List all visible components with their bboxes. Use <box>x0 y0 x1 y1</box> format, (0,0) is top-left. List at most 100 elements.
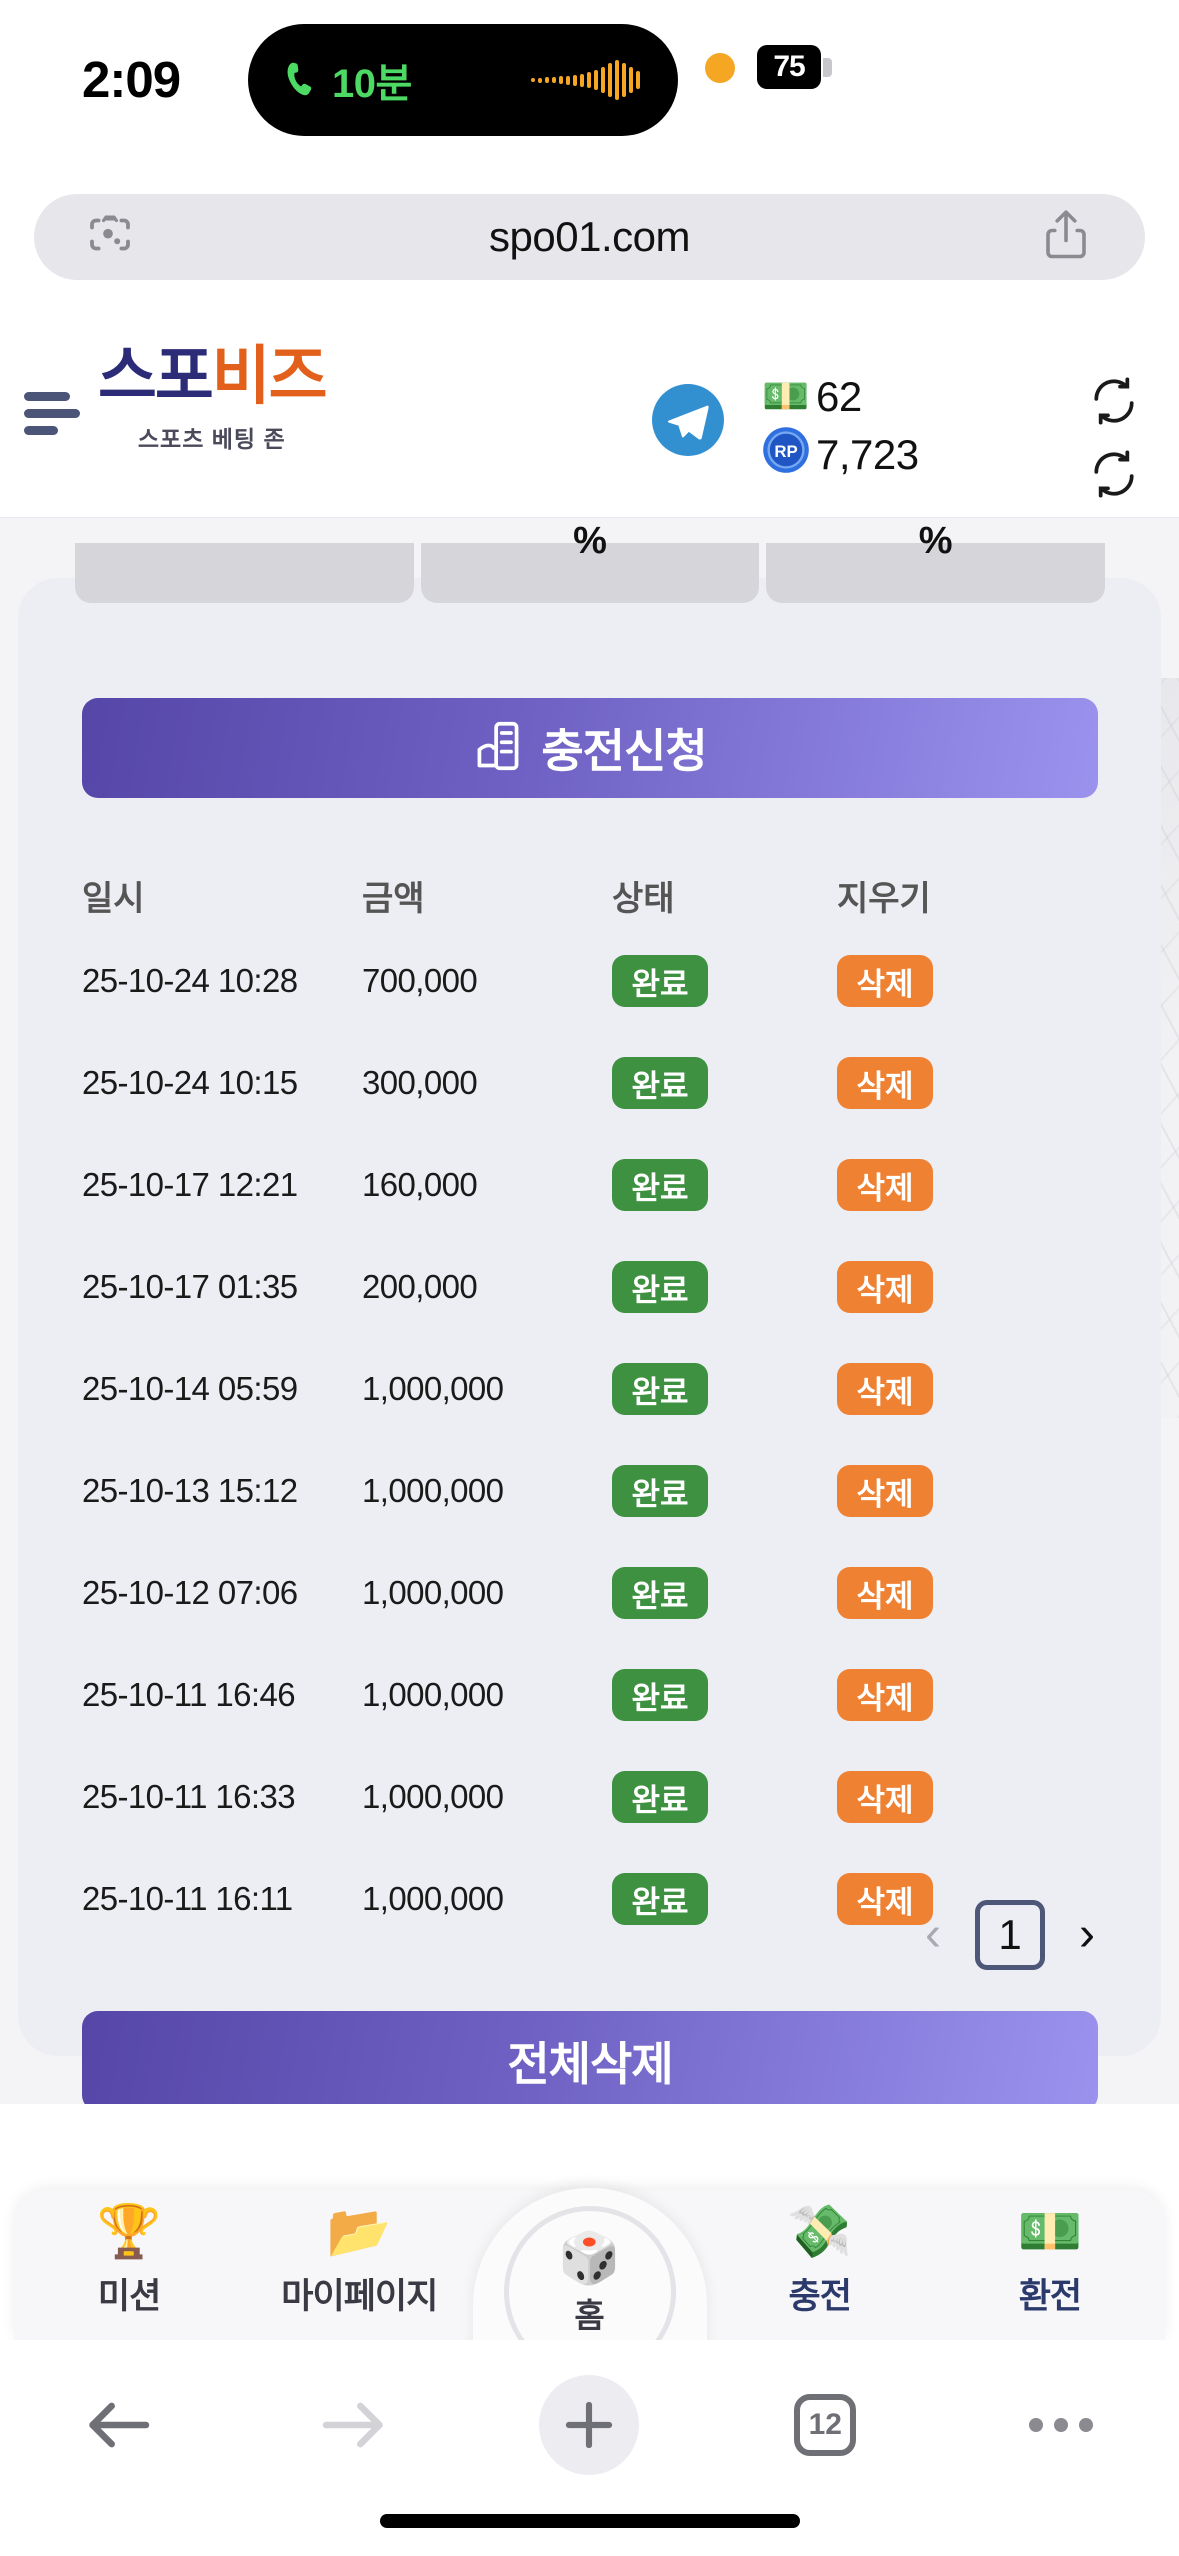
more-ellipsis-icon <box>1029 2418 1094 2432</box>
row-date: 25-10-24 10:15 <box>82 1064 298 1101</box>
site-logo[interactable]: 스포비즈 스포츠 베팅 존 <box>98 344 328 454</box>
delete-button[interactable]: 삭제 <box>837 1669 933 1721</box>
delete-button[interactable]: 삭제 <box>837 955 933 1007</box>
mic-in-use-indicator <box>705 53 735 83</box>
row-amount: 200,000 <box>362 1268 478 1305</box>
row-date: 25-10-13 15:12 <box>82 1472 298 1509</box>
status-badge: 완료 <box>612 955 708 1007</box>
delete-button[interactable]: 삭제 <box>837 1567 933 1619</box>
money-up-icon: 💸 <box>787 2203 853 2261</box>
table-header-amount: 금액 <box>362 879 425 918</box>
ios-status-bar: 2:09 10분 75 <box>0 0 1179 182</box>
table-header-status: 상태 <box>612 879 675 918</box>
pagination-prev-button[interactable]: ‹ <box>925 1908 942 1961</box>
delete-button[interactable]: 삭제 <box>837 1057 933 1109</box>
table-row: 25-10-11 16:11 1,000,000 완료 삭제 <box>82 1848 1098 1950</box>
table-header-date: 일시 <box>82 879 145 918</box>
more-button[interactable] <box>943 2418 1179 2432</box>
table-row: 25-10-17 12:21 160,000 완료 삭제 <box>82 1134 1098 1236</box>
charge-form-icon <box>473 720 523 777</box>
table-row: 25-10-13 15:12 1,000,000 완료 삭제 <box>82 1440 1098 1542</box>
delete-all-button[interactable]: 전체삭제 <box>82 2011 1098 2104</box>
row-date: 25-10-12 07:06 <box>82 1574 298 1611</box>
table-row: 25-10-24 10:15 300,000 완료 삭제 <box>82 1032 1098 1134</box>
delete-button[interactable]: 삭제 <box>837 1873 933 1925</box>
logo-tagline: 스포츠 베팅 존 <box>137 426 286 452</box>
row-amount: 300,000 <box>362 1064 478 1101</box>
share-icon[interactable] <box>1043 209 1089 266</box>
stat-box[interactable] <box>75 543 414 603</box>
battery-cap <box>823 58 832 77</box>
forward-button[interactable] <box>236 2397 472 2453</box>
row-amount: 160,000 <box>362 1166 478 1203</box>
svg-text:RP: RP <box>774 442 797 461</box>
refresh-point-icon[interactable] <box>1089 449 1139 504</box>
back-button[interactable] <box>0 2397 236 2453</box>
dice-home-icon: 🎲 <box>558 2230 621 2286</box>
dynamic-island-call[interactable]: 10분 <box>248 24 678 136</box>
delete-button[interactable]: 삭제 <box>837 1159 933 1211</box>
pagination-next-button[interactable]: › <box>1079 1908 1095 1961</box>
row-date: 25-10-17 12:21 <box>82 1166 298 1203</box>
tabs-button[interactable]: 12 <box>707 2394 943 2456</box>
delete-button[interactable]: 삭제 <box>837 1261 933 1313</box>
point-coin-icon: RP <box>762 426 816 484</box>
delete-button[interactable]: 삭제 <box>837 1363 933 1415</box>
nav-item-exchange[interactable]: 💵 환전 <box>935 2190 1165 2319</box>
refresh-buttons <box>1089 376 1139 522</box>
row-amount: 1,000,000 <box>362 1370 504 1407</box>
stat-box[interactable]: % <box>420 520 760 603</box>
status-badge: 완료 <box>612 1159 708 1211</box>
status-badge: 완료 <box>612 1465 708 1517</box>
telegram-icon[interactable] <box>652 384 724 456</box>
status-badge: 완료 <box>612 1669 708 1721</box>
charge-history-table: 일시 금액 상태 지우기 25-10-24 10:28 700,000 완료 삭… <box>82 860 1098 1925</box>
row-amount: 1,000,000 <box>362 1472 504 1509</box>
stat-percent-label: % <box>573 520 607 562</box>
call-duration-label: 10분 <box>332 62 412 106</box>
table-row: 25-10-11 16:46 1,000,000 완료 삭제 <box>82 1644 1098 1746</box>
nav-label-mission: 미션 <box>97 2277 161 2316</box>
status-badge: 완료 <box>612 1771 708 1823</box>
hamburger-menu-icon[interactable] <box>24 392 80 435</box>
nav-item-mypage[interactable]: 📂 마이페이지 <box>244 2190 474 2319</box>
row-date: 25-10-14 05:59 <box>82 1370 298 1407</box>
money-down-icon: 💵 <box>1017 2203 1083 2261</box>
visual-lookup-camera-icon[interactable] <box>86 211 134 264</box>
plus-icon <box>539 2375 640 2475</box>
point-balance-row: RP 7,723 <box>762 427 919 480</box>
audio-waveform-icon <box>531 60 640 100</box>
delete-button[interactable]: 삭제 <box>837 1771 933 1823</box>
row-date: 25-10-11 16:11 <box>82 1880 293 1917</box>
pagination: ‹ 1 › <box>925 1900 1095 1970</box>
stat-box[interactable]: % <box>766 520 1106 603</box>
money-icon: 💵 <box>762 376 810 418</box>
pagination-page-1[interactable]: 1 <box>975 1900 1046 1970</box>
phone-icon <box>286 61 320 99</box>
status-badge: 완료 <box>612 1567 708 1619</box>
battery-icon: 75 <box>757 45 821 89</box>
row-amount: 1,000,000 <box>362 1778 504 1815</box>
battery-percent-label: 75 <box>773 50 805 83</box>
row-amount: 700,000 <box>362 962 478 999</box>
tabs-icon: 12 <box>794 2394 857 2456</box>
charge-request-button[interactable]: 충전신청 <box>82 698 1098 798</box>
nav-item-mission[interactable]: 🏆 미션 <box>14 2190 244 2319</box>
status-badge: 완료 <box>612 1363 708 1415</box>
status-badge: 완료 <box>612 1873 708 1925</box>
site-header: 스포비즈 스포츠 베팅 존 💵 62 RP 7,723 <box>0 292 1179 518</box>
table-row: 25-10-17 01:35 200,000 완료 삭제 <box>82 1236 1098 1338</box>
refresh-money-icon[interactable] <box>1089 376 1139 431</box>
row-date: 25-10-24 10:28 <box>82 962 298 999</box>
status-badge: 완료 <box>612 1057 708 1109</box>
delete-button[interactable]: 삭제 <box>837 1465 933 1517</box>
address-bar[interactable]: spo01.com <box>34 194 1145 280</box>
table-row: 25-10-24 10:28 700,000 완료 삭제 <box>82 930 1098 1032</box>
nav-label-mypage: 마이페이지 <box>281 2277 438 2316</box>
money-balance-row: 💵 62 <box>762 372 919 422</box>
new-tab-button[interactable] <box>472 2375 708 2475</box>
money-balance-value: 62 <box>816 373 862 420</box>
logo-text-primary: 스포 <box>98 340 214 412</box>
nav-item-charge[interactable]: 💸 충전 <box>705 2190 935 2319</box>
url-text[interactable]: spo01.com <box>489 213 690 260</box>
